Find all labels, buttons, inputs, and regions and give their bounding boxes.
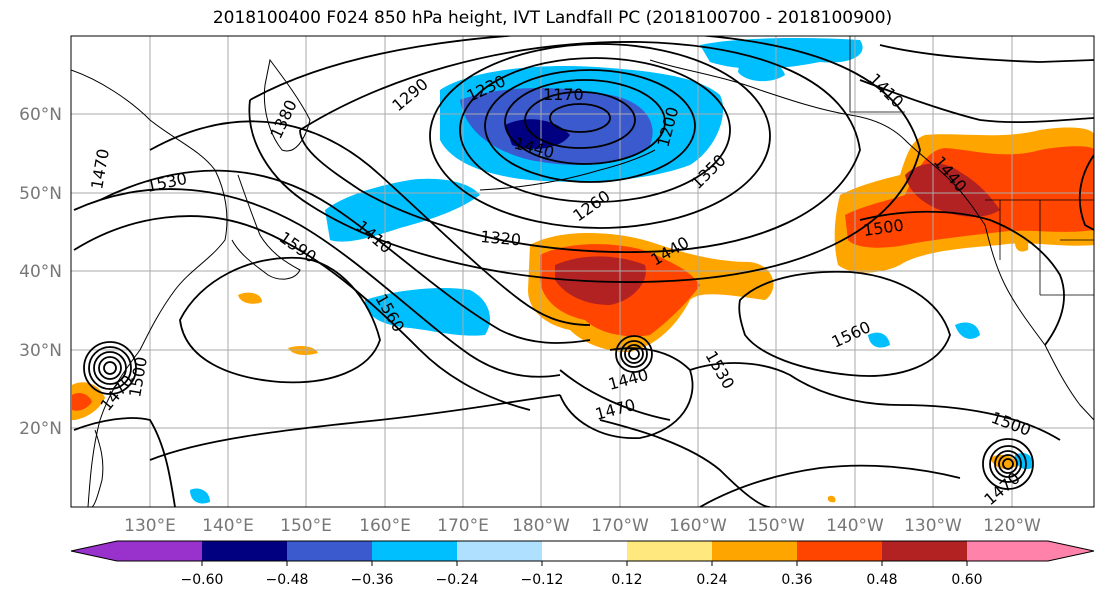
colorbar-segment (797, 541, 882, 561)
lat-label: 40°N (19, 262, 62, 282)
lat-label: 50°N (19, 184, 62, 204)
ivt-positive-region (1014, 238, 1029, 252)
philippines-coastline (91, 429, 104, 507)
colorbar-extend-high (1048, 541, 1094, 561)
colorbar-segment (202, 541, 287, 561)
colorbar-segment (287, 541, 372, 561)
colorbar-tick-label: 0.12 (611, 572, 642, 588)
lon-label: 120°W (983, 516, 1041, 536)
lon-label: 140°E (202, 516, 254, 536)
colorbar-segment (542, 541, 627, 561)
colorbar-tick-label: 0.36 (781, 572, 812, 588)
ivt-negative-region (505, 119, 570, 149)
colorbar-tick-label: −0.60 (181, 572, 224, 588)
ivt-shading (72, 37, 1094, 504)
ivt-negative-region (955, 322, 980, 339)
colorbar: −0.60 −0.48 −0.36 −0.24 −0.12 0.12 0.24 … (70, 540, 1095, 588)
contour-label: 1170 (543, 85, 584, 104)
colorbar-tick-label: −0.24 (436, 572, 479, 588)
lon-label: 160°W (669, 516, 727, 536)
contour-label: 1320 (480, 227, 522, 249)
ivt-negative-region (868, 332, 890, 348)
ivt-negative-region (190, 488, 210, 504)
colorbar-tick-label: 0.60 (951, 572, 982, 588)
aleutian-islands (479, 149, 656, 191)
longitude-labels: 130°E 140°E 150°E 160°E 170°E 180°W 170°… (124, 516, 1041, 536)
lon-label: 180°W (512, 516, 570, 536)
colorbar-tick-label: 0.48 (866, 572, 897, 588)
borders (849, 36, 1094, 296)
lon-label: 160°E (359, 516, 411, 536)
lon-label: 170°E (437, 516, 489, 536)
latitude-labels: 60°N 50°N 40°N 30°N 20°N (19, 105, 62, 439)
colorbar-tick-label: −0.12 (521, 572, 564, 588)
lon-label: 140°W (826, 516, 884, 536)
ivt-positive-region (555, 256, 646, 305)
lon-label: 130°E (124, 516, 176, 536)
map-frame (70, 35, 1095, 508)
asia-coastline (71, 69, 228, 507)
ivt-negative-region (365, 288, 490, 336)
ivt-positive-region (905, 163, 1000, 217)
colorbar-segment (627, 541, 712, 561)
height-contours (73, 36, 1094, 507)
lon-label: 150°E (280, 516, 332, 536)
colorbar-segment (882, 541, 967, 561)
alaska-coastline (649, 59, 986, 226)
lon-label: 130°W (904, 516, 962, 536)
ivt-positive-region (238, 292, 262, 304)
japan-coastline (231, 174, 301, 280)
na-west-coastline (984, 224, 1094, 421)
colorbar-segment (372, 541, 457, 561)
lat-label: 20°N (19, 419, 62, 439)
colorbar-tick-label: −0.48 (266, 572, 309, 588)
map-title: 2018100400 F024 850 hPa height, IVT Land… (212, 8, 893, 28)
coastlines (71, 58, 1094, 507)
lat-label: 60°N (19, 105, 62, 125)
colorbar-segment (457, 541, 542, 561)
ivt-positive-region (827, 495, 836, 503)
lon-label: 150°W (747, 516, 805, 536)
colorbar-tick-label: −0.36 (351, 572, 394, 588)
lat-label: 30°N (19, 341, 62, 361)
state-borders (999, 200, 1094, 296)
alaska-canada-border (849, 36, 905, 113)
colorbar-segment (712, 541, 797, 561)
ivt-positive-region (72, 392, 92, 411)
lon-label: 170°W (591, 516, 649, 536)
colorbar-tick-label: 0.24 (696, 572, 727, 588)
kamchatka-coastline (263, 58, 311, 152)
